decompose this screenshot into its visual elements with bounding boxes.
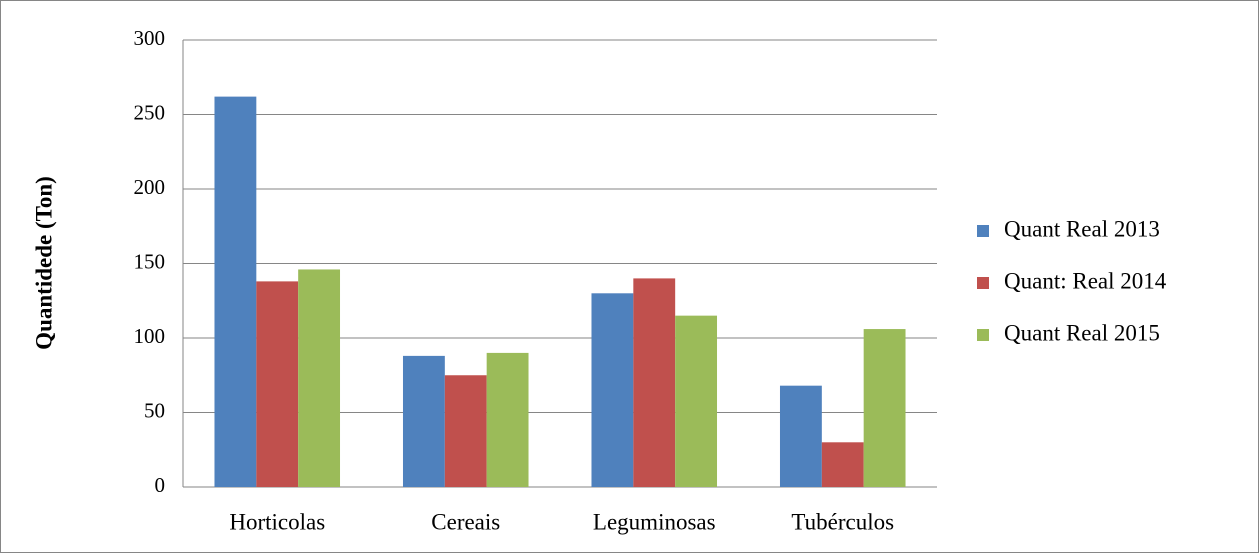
x-tick-label: Horticolas (229, 509, 325, 534)
x-tick-label: Leguminosas (593, 509, 716, 534)
bar (256, 281, 299, 487)
y-tick-label: 300 (134, 26, 166, 50)
y-tick-label: 200 (134, 175, 166, 199)
y-tick-label: 150 (134, 249, 166, 273)
bar (444, 375, 487, 487)
bar (402, 355, 445, 487)
legend-label: Quant Real 2015 (1004, 320, 1160, 345)
legend-label: Quant: Real 2014 (1004, 268, 1167, 293)
bar (214, 96, 257, 488)
bar (486, 352, 529, 487)
y-tick-label: 0 (155, 473, 166, 497)
legend-swatch (977, 329, 989, 341)
bar (633, 278, 676, 487)
legend-label: Quant Real 2013 (1004, 216, 1160, 241)
y-tick-label: 50 (144, 398, 165, 422)
legend-swatch (977, 225, 989, 237)
bar (863, 329, 906, 487)
legend-swatch (977, 277, 989, 289)
bar (591, 293, 634, 487)
y-tick-label: 250 (134, 100, 166, 124)
bar (675, 315, 718, 487)
y-tick-label: 100 (134, 324, 166, 348)
bar (821, 442, 864, 487)
x-tick-label: Cereais (431, 509, 500, 534)
bar (779, 385, 822, 487)
y-axis-label: Quantidede (Ton) (31, 176, 56, 350)
x-tick-label: Tubérculos (791, 509, 894, 534)
bar (298, 269, 341, 487)
